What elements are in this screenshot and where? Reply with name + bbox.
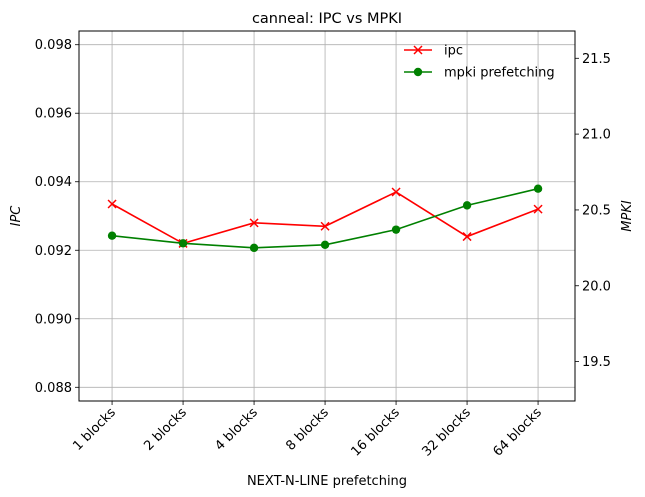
data-point-mpki-prefetching bbox=[462, 201, 472, 210]
data-point-mpki-prefetching bbox=[533, 184, 543, 193]
data-point-ipc bbox=[107, 199, 117, 209]
legend-marker bbox=[413, 67, 423, 77]
data-point-ipc bbox=[249, 218, 259, 228]
marker-stroke bbox=[391, 187, 401, 197]
data-point-ipc bbox=[391, 187, 401, 197]
data-point-mpki-prefetching bbox=[320, 240, 330, 250]
right-tick-label: 20.0 bbox=[582, 279, 611, 294]
x-axis-label: NEXT-N-LINE prefetching bbox=[247, 474, 407, 489]
x-tick-label: 32 blocks bbox=[419, 405, 474, 460]
left-tick-label: 0.088 bbox=[35, 381, 72, 396]
chart-title: canneal: IPC vs MPKI bbox=[252, 11, 402, 27]
marker-stroke bbox=[462, 232, 472, 242]
grid bbox=[79, 31, 575, 401]
left-tick-label: 0.098 bbox=[35, 38, 72, 53]
right-tick-label: 20.5 bbox=[582, 203, 611, 218]
right-axis: 19.5 20.0 20.5 21.0 21.5 bbox=[575, 52, 611, 370]
x-tick-label: 64 blocks bbox=[490, 405, 545, 460]
marker-stroke bbox=[533, 204, 543, 214]
legend-marker bbox=[413, 45, 423, 55]
data-point-ipc bbox=[320, 221, 330, 231]
x-axis: 1 blocks 2 blocks 4 blocks 8 blocks 16 block… bbox=[70, 401, 545, 460]
data-point-ipc bbox=[533, 204, 543, 214]
marker-stroke bbox=[320, 221, 330, 231]
right-tick-label: 19.5 bbox=[582, 355, 611, 370]
left-axis: 0.088 0.090 0.092 0.094 0.096 0.098 bbox=[35, 38, 79, 396]
x-tick-label: 8 blocks bbox=[283, 405, 332, 454]
left-axis-label: IPC bbox=[9, 205, 24, 227]
marker-stroke bbox=[107, 199, 117, 209]
right-axis-label: MPKI bbox=[620, 200, 635, 232]
plot-frame bbox=[78, 30, 576, 402]
marker-stroke bbox=[249, 218, 259, 228]
right-tick-label: 21.5 bbox=[582, 52, 611, 67]
legend: ipc mpki prefetching bbox=[404, 44, 555, 81]
data-point-mpki-prefetching bbox=[178, 239, 188, 248]
x-tick-label: 2 blocks bbox=[141, 405, 190, 454]
x-tick-label: 4 blocks bbox=[212, 405, 261, 454]
left-tick-label: 0.090 bbox=[35, 312, 72, 327]
x-tick-label: 1 blocks bbox=[70, 405, 119, 454]
legend-label: mpki prefetching bbox=[444, 66, 555, 81]
left-tick-label: 0.096 bbox=[35, 107, 72, 122]
legend-label: ipc bbox=[444, 44, 463, 59]
data-point-mpki-prefetching bbox=[107, 231, 117, 240]
right-tick-label: 21.0 bbox=[582, 128, 611, 143]
data-point-mpki-prefetching bbox=[249, 243, 259, 253]
series-group bbox=[107, 184, 543, 253]
data-point-mpki-prefetching bbox=[391, 225, 401, 234]
left-tick-label: 0.092 bbox=[35, 244, 72, 259]
left-tick-label: 0.094 bbox=[35, 175, 72, 190]
x-tick-label: 16 blocks bbox=[348, 405, 403, 460]
data-point-ipc bbox=[462, 232, 472, 242]
